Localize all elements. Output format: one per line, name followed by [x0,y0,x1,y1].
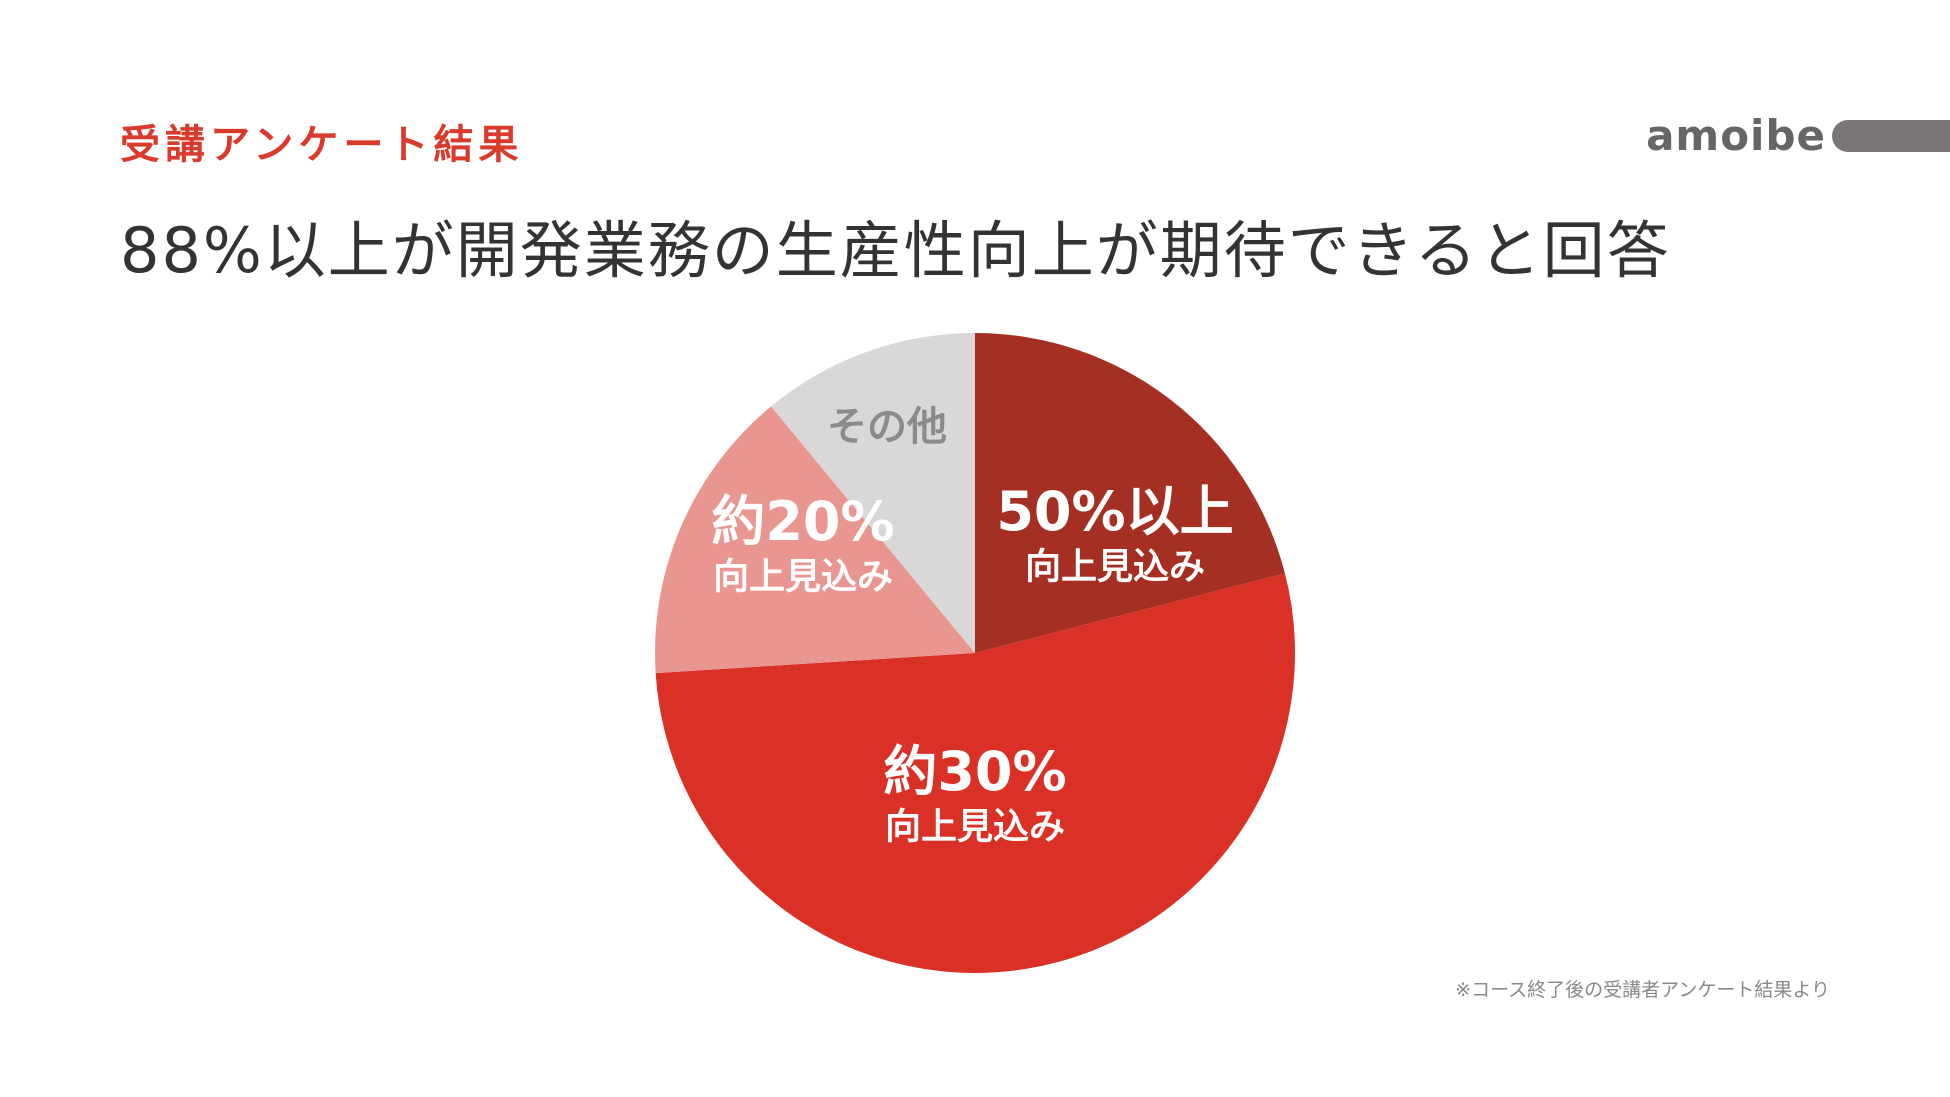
slice-label-group: 約20%向上見込み [711,490,894,598]
slice-label: 約30% [883,740,1066,803]
brand-bar-decoration [1832,120,1950,152]
slice-sublabel: 向上見込み [885,807,1065,848]
slice-sublabel: 向上見込み [713,557,893,598]
slice-label: その他 [827,404,947,450]
brand-name: amoibe [1646,111,1826,160]
footnote: ※コース終了後の受講者アンケート結果より [1455,979,1830,1001]
pie-slice [655,406,975,674]
slice-sublabel: 向上見込み [1025,547,1205,588]
slice-label: 50%以上 [996,480,1233,543]
page-title: 88%以上が開発業務の生産性向上が期待できると回答 [120,214,1671,287]
section-label: 受講アンケート結果 [120,122,524,168]
pie-slice [771,333,975,653]
slice-label: 約20% [711,490,894,553]
slice-label-group: その他 [827,404,947,450]
brand-logo: amoibe [1646,111,1950,160]
pie-slice [655,573,1295,973]
slice-label-group: 約30%向上見込み [883,740,1066,848]
pie-slice [975,333,1285,653]
